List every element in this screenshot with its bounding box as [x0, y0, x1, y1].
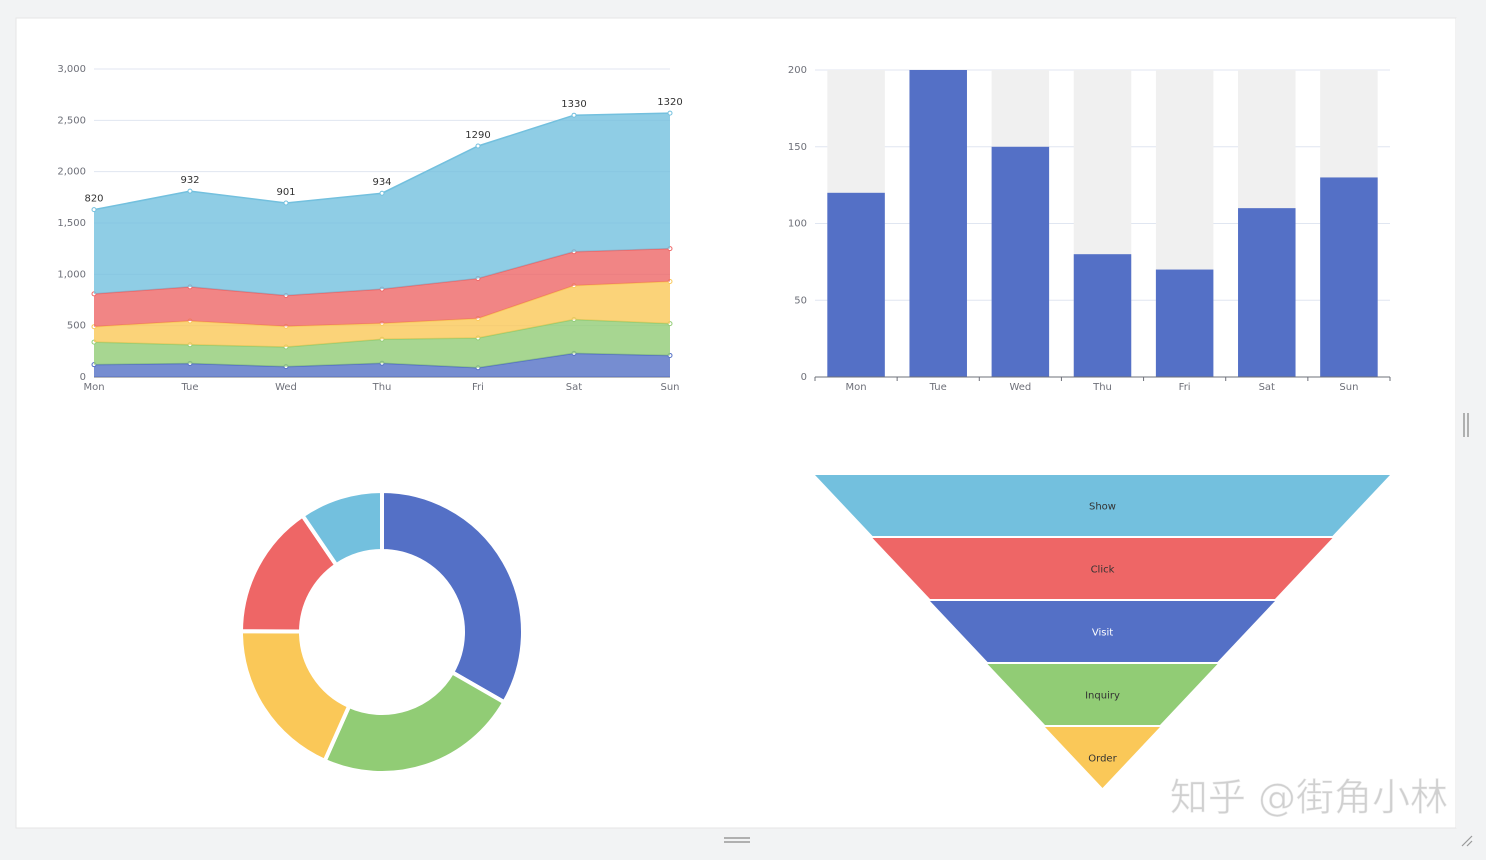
y-tick-label: 50: [794, 295, 807, 306]
y-tick-label: 150: [788, 142, 807, 153]
funnel-label: Visit: [1092, 628, 1113, 639]
funnel-layer: [815, 475, 1390, 536]
y-tick-label: 200: [788, 65, 807, 76]
y-tick-label: 2,000: [57, 167, 86, 178]
slice: [322, 670, 507, 775]
funnel-label: Click: [1091, 565, 1115, 576]
y-tick-label: 0: [80, 372, 86, 383]
data-label: 901: [276, 187, 295, 198]
x-tick-label: Mon: [83, 382, 104, 393]
funnel-layer: [1045, 727, 1160, 788]
funnel-layer: [930, 601, 1275, 662]
y-tick-label: 1,000: [57, 269, 86, 280]
x-tick-label: Sat: [1259, 382, 1275, 393]
y-tick-label: 1,500: [57, 218, 86, 229]
point: [283, 200, 289, 206]
x-tick-label: Wed: [275, 382, 297, 393]
x-tick-label: Fri: [1179, 382, 1191, 393]
watermark: 知乎 @街角小林: [1170, 776, 1448, 820]
bar: [1320, 177, 1378, 377]
y-tick-label: 100: [788, 219, 807, 230]
point: [91, 207, 97, 213]
funnel-label: Inquiry: [1085, 691, 1120, 702]
data-label: 1320: [657, 97, 682, 108]
point: [571, 112, 577, 118]
x-tick-label: Sun: [660, 382, 679, 393]
corner-grip[interactable]: [1466, 840, 1473, 847]
data-label: 1330: [561, 99, 586, 110]
area: [94, 281, 670, 348]
x-tick-label: Sun: [1339, 382, 1358, 393]
area: [94, 319, 670, 368]
x-tick-label: Tue: [929, 382, 947, 393]
y-tick-label: 2,500: [57, 115, 86, 126]
bar: [1238, 208, 1296, 377]
funnel-label: Show: [1089, 502, 1116, 513]
x-tick-label: Sat: [566, 382, 582, 393]
slice: [380, 489, 525, 705]
y-tick-label: 3,000: [57, 64, 86, 75]
point: [475, 143, 481, 149]
x-tick-label: Mon: [846, 382, 867, 393]
funnel-layer: [987, 664, 1218, 725]
x-tick-label: Fri: [472, 382, 484, 393]
area: [94, 113, 670, 296]
x-tick-label: Thu: [1092, 382, 1112, 393]
x-tick-label: Thu: [372, 382, 392, 393]
funnel-label: Order: [1088, 754, 1117, 765]
y-tick-label: 500: [67, 321, 86, 332]
bar: [827, 192, 885, 377]
data-label: 932: [180, 175, 199, 186]
y-tick-label: 0: [801, 372, 807, 383]
bar: [1073, 254, 1132, 377]
bar: [1155, 269, 1214, 377]
funnel-layer: [872, 538, 1333, 599]
data-label: 1290: [465, 130, 490, 141]
point: [379, 190, 385, 196]
point: [187, 188, 193, 194]
bar: [991, 146, 1050, 377]
slice: [300, 489, 384, 568]
data-label: 820: [84, 194, 103, 205]
x-tick-label: Tue: [180, 382, 198, 393]
scroll-gutter: [1456, 18, 1470, 828]
x-tick-label: Wed: [1009, 382, 1031, 393]
data-label: 934: [372, 177, 391, 188]
area: [94, 248, 670, 327]
corner-grip[interactable]: [1461, 835, 1473, 847]
point: [667, 110, 673, 116]
bar: [909, 70, 967, 377]
